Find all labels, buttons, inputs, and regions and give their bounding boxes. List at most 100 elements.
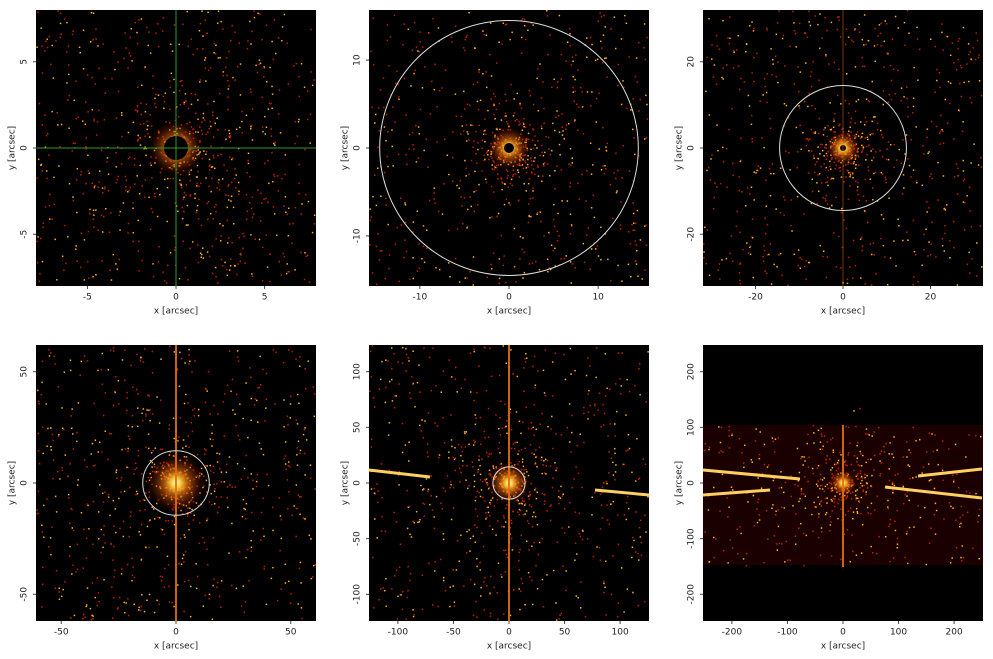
noise-pixel — [966, 263, 969, 266]
noise-pixel — [901, 193, 904, 195]
noise-pixel — [784, 65, 786, 67]
noise-pixel — [147, 44, 149, 47]
noise-pixel — [887, 101, 890, 103]
noise-pixel — [157, 94, 160, 96]
noise-pixel — [729, 16, 731, 18]
noise-pixel — [70, 507, 72, 510]
noise-pixel — [586, 234, 588, 236]
noise-pixel — [625, 414, 627, 416]
noise-pixel — [766, 223, 769, 226]
noise-pixel — [621, 352, 623, 354]
noise-pixel — [512, 169, 515, 171]
noise-pixel — [885, 178, 887, 181]
noise-pixel — [69, 369, 72, 372]
noise-pixel — [961, 130, 964, 133]
noise-pixel — [880, 450, 883, 453]
noise-pixel — [540, 97, 543, 99]
noise-pixel — [728, 42, 731, 45]
noise-pixel — [880, 44, 882, 47]
noise-pixel — [231, 486, 234, 488]
extraction-circle — [142, 450, 210, 516]
noise-pixel — [383, 126, 386, 128]
noise-pixel — [552, 218, 555, 221]
noise-pixel — [310, 577, 313, 580]
noise-pixel — [813, 505, 816, 508]
noise-pixel — [113, 545, 115, 548]
noise-pixel — [490, 375, 493, 378]
noise-pixel — [39, 272, 41, 275]
noise-pixel — [881, 155, 884, 158]
noise-pixel — [883, 445, 885, 448]
noise-pixel — [435, 385, 437, 387]
noise-pixel — [179, 80, 182, 83]
noise-pixel — [473, 399, 475, 402]
noise-pixel — [454, 469, 457, 472]
noise-pixel — [149, 459, 152, 462]
noise-pixel — [142, 122, 145, 125]
noise-pixel — [571, 486, 574, 489]
noise-pixel — [633, 229, 636, 232]
noise-pixel — [448, 457, 450, 459]
noise-pixel — [127, 425, 129, 427]
noise-pixel — [50, 553, 52, 556]
noise-pixel — [722, 451, 724, 453]
noise-pixel — [153, 192, 156, 195]
noise-pixel — [248, 579, 250, 582]
noise-pixel — [941, 128, 943, 131]
noise-pixel — [211, 424, 213, 426]
noise-pixel — [436, 106, 438, 108]
noise-pixel — [521, 582, 524, 585]
noise-pixel — [182, 447, 184, 449]
noise-pixel — [512, 589, 515, 591]
noise-pixel — [562, 565, 564, 567]
noise-pixel — [805, 534, 808, 537]
noise-pixel — [621, 176, 623, 179]
noise-pixel — [240, 478, 243, 480]
noise-pixel — [76, 568, 79, 570]
noise-pixel — [196, 185, 199, 188]
noise-pixel — [204, 67, 207, 70]
noise-pixel — [466, 103, 469, 106]
noise-pixel — [518, 551, 521, 554]
noise-pixel — [180, 537, 182, 540]
noise-pixel — [937, 463, 939, 466]
noise-pixel — [384, 277, 386, 280]
noise-pixel — [380, 588, 382, 590]
noise-pixel — [796, 447, 799, 450]
noise-pixel — [627, 449, 629, 451]
noise-pixel — [207, 201, 210, 203]
noise-pixel — [263, 67, 266, 69]
noise-pixel — [473, 480, 476, 483]
noise-pixel — [610, 593, 613, 596]
noise-pixel — [411, 376, 413, 378]
noise-pixel — [898, 148, 900, 151]
x-tick-label: -10 — [412, 293, 427, 303]
noise-pixel — [766, 73, 769, 75]
noise-pixel — [64, 454, 67, 456]
noise-pixel — [543, 162, 546, 164]
noise-pixel — [37, 236, 39, 238]
noise-pixel — [554, 129, 556, 132]
noise-pixel — [71, 408, 73, 410]
noise-pixel — [435, 267, 437, 269]
noise-pixel — [156, 599, 158, 602]
noise-pixel — [928, 151, 930, 153]
noise-pixel — [169, 108, 171, 111]
noise-pixel — [45, 170, 48, 172]
noise-pixel — [753, 199, 755, 201]
noise-pixel — [798, 90, 800, 93]
noise-pixel — [980, 166, 983, 168]
noise-pixel — [717, 149, 719, 152]
noise-pixel — [421, 489, 424, 491]
noise-pixel — [466, 131, 469, 133]
noise-pixel — [503, 526, 505, 528]
noise-pixel — [388, 65, 390, 67]
noise-pixel — [146, 26, 148, 29]
noise-pixel — [967, 43, 970, 45]
noise-pixel — [242, 232, 244, 235]
noise-pixel — [893, 240, 895, 242]
noise-pixel — [598, 392, 601, 394]
noise-pixel — [970, 162, 972, 164]
noise-pixel — [778, 487, 780, 489]
noise-pixel — [298, 163, 300, 166]
